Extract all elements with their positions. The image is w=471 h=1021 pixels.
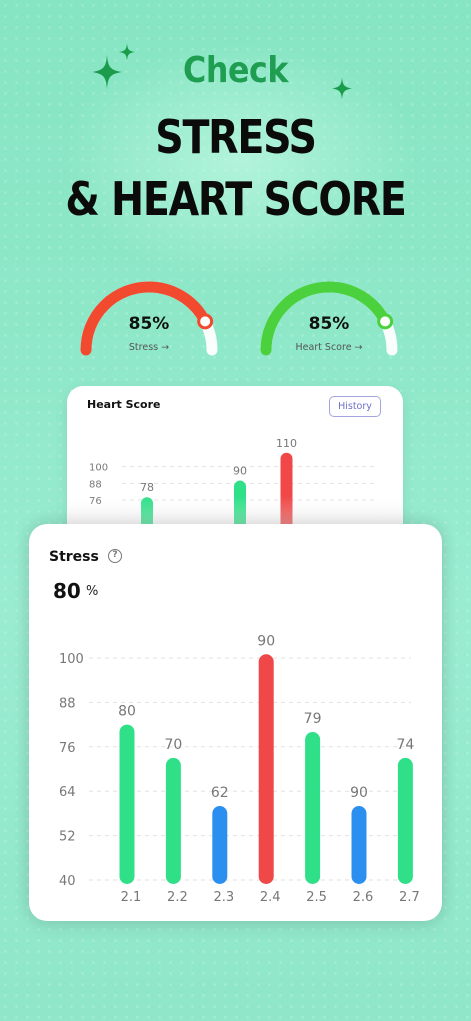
stress-card-title: Stress	[49, 549, 99, 565]
stress-unit: %	[86, 584, 99, 599]
sparkle-icon	[119, 43, 135, 61]
stress-card: Stress ? 80 % 100 88 76 64 52 40 80 2.1 70 2.2 62 2…	[29, 524, 442, 921]
y-tick-label: 88	[89, 479, 102, 490]
x-tick-label: 2.4	[260, 890, 281, 905]
stress-value: 80	[53, 579, 81, 603]
x-tick-label: 2.7	[399, 890, 420, 905]
chart-bar	[119, 724, 135, 884]
hero-title-stress: STRESS	[155, 110, 317, 164]
data-label: 90	[350, 785, 368, 801]
data-label: 70	[164, 737, 182, 753]
hero-title-heart-score: & HEART SCORE	[65, 172, 407, 226]
y-tick-label: 52	[59, 830, 76, 845]
data-label: 62	[211, 785, 229, 801]
x-tick-label: 2.6	[353, 890, 374, 905]
y-tick-label: 76	[59, 741, 76, 756]
chart-bar	[305, 732, 321, 884]
x-tick-label: 2.3	[213, 890, 234, 905]
chart-bar	[212, 806, 228, 884]
y-tick-label: 88	[59, 696, 76, 711]
heart-score-gauge-value: 85%	[308, 314, 350, 334]
sparkle-icon	[332, 77, 352, 100]
chart-bar	[351, 806, 367, 884]
stress-gauge[interactable]: 85% Stress →	[78, 276, 220, 358]
heart-score-gauge[interactable]: 85% Heart Score →	[258, 276, 400, 358]
data-label: 79	[304, 711, 322, 727]
y-tick-label: 40	[59, 874, 76, 889]
data-label: 74	[396, 737, 414, 753]
x-tick-label: 2.2	[167, 890, 188, 905]
history-button[interactable]: History	[329, 396, 381, 417]
data-label: 110	[276, 437, 297, 450]
data-label: 78	[140, 481, 154, 494]
data-label: 80	[118, 704, 136, 720]
data-label: 90	[257, 633, 275, 649]
stress-gauge-value: 85%	[128, 314, 170, 334]
stress-chart: 100 88 76 64 52 40 80 2.1 70 2.2 62 2.3 90 2.4 79 2.5 90…	[59, 633, 420, 905]
chart-bar	[258, 654, 274, 884]
help-icon[interactable]: ?	[108, 549, 122, 563]
x-tick-label: 2.1	[121, 890, 142, 905]
stress-gauge-label[interactable]: Stress →	[128, 342, 170, 353]
heart-score-gauge-label[interactable]: Heart Score →	[295, 342, 363, 353]
data-label: 90	[233, 465, 247, 478]
x-tick-label: 2.5	[306, 890, 327, 905]
y-tick-label: 64	[59, 785, 76, 800]
y-tick-label: 100	[59, 652, 84, 667]
sparkle-icon	[92, 55, 122, 89]
stress-gauge-arc	[80, 281, 218, 356]
heart-score-card-title: Heart Score	[87, 398, 161, 411]
chart-bar	[397, 757, 413, 884]
hero-title-check: Check	[183, 50, 288, 91]
heart-score-gauge-arc	[260, 281, 398, 356]
chart-bar	[165, 757, 181, 884]
y-tick-label: 100	[89, 463, 108, 474]
